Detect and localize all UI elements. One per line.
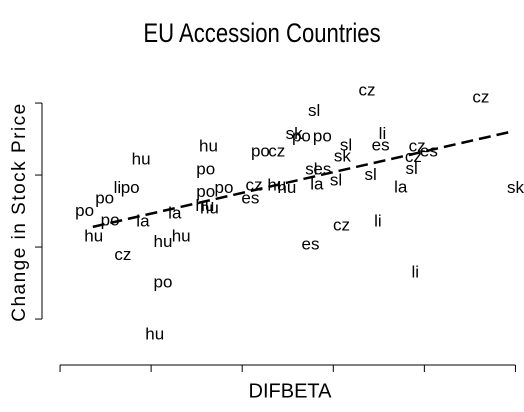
point-label: po: [95, 188, 114, 207]
point-label: sl: [308, 101, 320, 120]
point-label: sl: [330, 170, 342, 189]
x-axis-label: DIFBETA: [249, 380, 333, 402]
point-label: po: [251, 141, 270, 160]
point-label: li: [379, 124, 387, 143]
point-label: hu: [172, 226, 191, 245]
point-label: sk: [334, 147, 352, 166]
point-label: es: [372, 136, 390, 155]
point-label: po: [153, 273, 172, 292]
point-label: po: [75, 201, 94, 220]
point-label: sl: [305, 159, 317, 178]
point-label: po: [101, 211, 120, 230]
point-label: la: [310, 175, 324, 194]
point-label: cz: [472, 87, 489, 106]
point-label: sk: [507, 178, 524, 197]
point-label: hu: [145, 324, 164, 343]
chart-title: EU Accession Countries: [143, 19, 380, 49]
point-label: sl: [405, 159, 417, 178]
point-label: hu: [277, 178, 296, 197]
point-label: cz: [114, 245, 131, 264]
point-label: la: [394, 177, 408, 196]
point-label: li: [114, 178, 122, 197]
point-label: hu: [84, 226, 103, 245]
point-label: po: [196, 182, 215, 201]
point-label: sl: [364, 165, 376, 184]
point-label: po: [196, 159, 215, 178]
point-label: cz: [333, 216, 350, 235]
point-label: hu: [199, 136, 218, 155]
point-label: po: [292, 126, 311, 145]
point-label: po: [215, 178, 234, 197]
point-label: hu: [200, 198, 219, 217]
point-label: la: [136, 211, 150, 230]
point-label: hu: [132, 149, 151, 168]
trend-line: [92, 129, 514, 229]
point-label: cz: [268, 141, 285, 160]
point-label: li: [374, 211, 382, 230]
point-label: sl: [340, 136, 352, 155]
point-label: po: [121, 178, 140, 197]
point-label: cz: [409, 136, 426, 155]
point-label: sk: [286, 124, 304, 143]
point-label: es: [302, 234, 320, 253]
point-label: la: [168, 203, 182, 222]
point-label: hu: [153, 232, 172, 251]
point-label: li: [411, 262, 419, 281]
point-label: es: [241, 188, 259, 207]
y-axis-label: Change in Stock Price: [9, 102, 30, 322]
point-label: cz: [358, 80, 375, 99]
point-label: po: [313, 126, 332, 145]
